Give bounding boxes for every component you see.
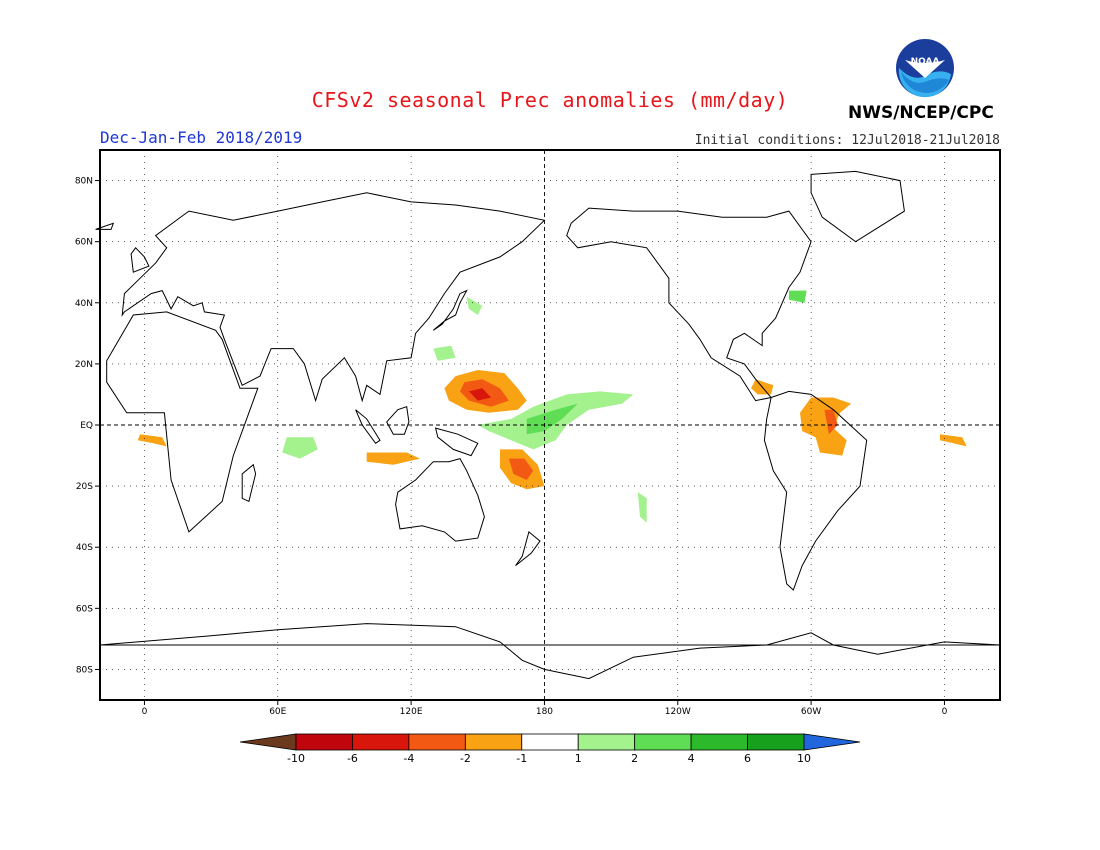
x-tick-label-1: 60E <box>269 707 286 717</box>
colorbar-label-2: -4 <box>403 752 414 765</box>
colorbar-swatch-5 <box>577 733 636 751</box>
coastline-antarctica <box>99 623 1001 680</box>
y-tick-label-80N: 80N <box>75 177 93 187</box>
coastline-layer <box>95 170 1001 680</box>
colorbar-label-3: -2 <box>460 752 471 765</box>
anomaly-sw-pacific-dry-core <box>508 458 534 480</box>
x-tick-label-3: 180 <box>536 707 553 717</box>
anomaly-africa-dry <box>137 434 167 447</box>
forecast-period: Dec-Jan-Feb 2018/2019 <box>100 128 303 147</box>
colorbar-swatch-2 <box>408 733 466 751</box>
anomaly-japan-wet <box>466 296 483 315</box>
anomaly-atlantic-dry-east <box>940 434 967 447</box>
y-tick-label-40S: 40S <box>76 543 93 553</box>
coastline-south-america <box>763 390 868 591</box>
colorbar-label-7: 4 <box>688 752 695 765</box>
colorbar-label-4: -1 <box>516 752 527 765</box>
initial-conditions: Initial conditions: 12Jul2018-21Jul2018 <box>694 133 1000 148</box>
colorbar-label-0: -10 <box>287 752 305 765</box>
colorbar-swatch-4 <box>521 733 579 751</box>
anomaly-south-america-dry <box>800 397 852 456</box>
colorbar-label-6: 2 <box>631 752 638 765</box>
y-tick-label-EQ: EQ <box>80 421 93 431</box>
anomaly-west-pacific-dry-peak <box>468 388 492 401</box>
y-tick-label-20N: 20N <box>75 360 93 370</box>
y-tick-label-80S: 80S <box>76 665 93 675</box>
x-tick-label-6: 0 <box>942 707 948 717</box>
coastline-iceland <box>95 222 115 230</box>
coastline-borneo <box>386 406 410 435</box>
coastline-sumatra <box>355 409 381 444</box>
y-tick-label-60S: 60S <box>76 604 93 614</box>
anomaly-central-pacific-wet-core <box>526 403 578 435</box>
x-tick-label-5: 60W <box>801 707 821 717</box>
colorbar-label-9: 10 <box>797 752 811 765</box>
noaa-logo-text: NOAA <box>911 57 940 67</box>
x-tick-label-0: 0 <box>142 707 148 717</box>
anomaly-east-pacific-wet <box>637 492 647 523</box>
anomaly-atlantic-wet <box>788 290 807 303</box>
colorbar-high-arrow <box>803 733 861 751</box>
colorbar: -10 -6 -4 -2 -1 1 2 4 6 10 <box>239 733 861 765</box>
coastline-uk <box>130 247 150 273</box>
coastline-africa <box>106 311 259 533</box>
colorbar-swatch-3 <box>464 733 523 751</box>
y-tick-label-60N: 60N <box>75 238 93 248</box>
coastline-japan <box>432 289 468 331</box>
colorbar-label-5: 1 <box>575 752 582 765</box>
coastline-new-zealand <box>515 531 541 566</box>
x-tick-label-4: 120W <box>665 707 691 717</box>
y-tick-label-20S: 20S <box>76 482 93 492</box>
coastline-eurasia <box>121 192 546 403</box>
colorbar-label-8: 6 <box>744 752 751 765</box>
agency-label: NWS/NCEP/CPC <box>848 103 994 123</box>
anomaly-layer <box>137 290 967 523</box>
anomaly-west-pacific-wet-small <box>433 345 456 361</box>
colorbar-swatch-7 <box>690 733 748 751</box>
coastline-north-america <box>566 207 812 402</box>
grid-layer <box>100 150 1000 700</box>
anomaly-indonesia-dry <box>366 452 420 465</box>
x-tick-label-2: 120E <box>400 707 423 717</box>
colorbar-swatch-6 <box>634 733 692 751</box>
coastline-new-guinea <box>434 427 479 457</box>
colorbar-low-arrow <box>239 733 297 751</box>
coastline-greenland <box>810 170 905 243</box>
y-tick-label-40N: 40N <box>75 299 93 309</box>
colorbar-label-1: -6 <box>347 752 358 765</box>
colorbar-swatch-8 <box>747 733 805 751</box>
colorbar-swatch-1 <box>352 733 410 751</box>
map-title: CFSv2 seasonal Prec anomalies (mm/day) <box>311 88 789 112</box>
colorbar-swatch-0 <box>295 733 353 751</box>
anomaly-south-america-dry-core <box>824 409 838 435</box>
coastline-madagascar <box>241 463 257 503</box>
axis-layer: 80N 60N 40N 20N EQ 20S 40S 60S 80S 0 60E 120E 180 120… <box>75 177 948 717</box>
anomaly-india-ocean-wet <box>282 437 318 459</box>
coastline-australia <box>395 458 485 542</box>
noaa-logo: NOAA <box>896 39 954 98</box>
